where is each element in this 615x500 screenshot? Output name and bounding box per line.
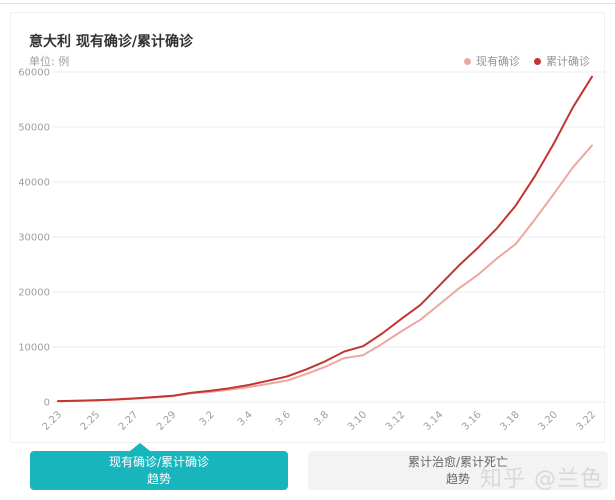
svg-text:3.10: 3.10 — [346, 409, 370, 433]
chart-legend: 现有确诊 累计确诊 — [464, 53, 590, 69]
svg-text:2.23: 2.23 — [41, 409, 65, 433]
svg-text:3.6: 3.6 — [274, 409, 293, 428]
line-chart: 0 10000 20000 30000 40000 50000 60000 2.23 2.25 2… — [18, 68, 606, 433]
legend-dot-icon — [464, 57, 471, 65]
legend-item-cumulative-confirmed[interactable]: 累计确诊 — [534, 53, 590, 69]
svg-text:2.29: 2.29 — [155, 409, 179, 433]
svg-text:0: 0 — [44, 398, 50, 409]
legend-label: 现有确诊 — [476, 55, 520, 68]
svg-text:3.20: 3.20 — [536, 409, 560, 433]
active-tab-notch-icon — [130, 443, 150, 451]
legend-label: 累计确诊 — [546, 55, 590, 68]
top-divider — [0, 3, 615, 4]
tab-label-line1: 累计治愈/累计死亡 — [407, 455, 509, 470]
svg-text:2.27: 2.27 — [117, 409, 141, 433]
svg-text:40000: 40000 — [18, 178, 50, 189]
svg-text:20000: 20000 — [18, 288, 50, 299]
svg-text:3.12: 3.12 — [384, 409, 408, 433]
svg-text:60000: 60000 — [18, 68, 50, 79]
svg-text:3.14: 3.14 — [422, 409, 446, 433]
svg-text:3.18: 3.18 — [498, 409, 522, 433]
tab-label-line1: 现有确诊/累计确诊 — [108, 455, 210, 470]
tab-cumulative-cured-deaths-trend[interactable]: 累计治愈/累计死亡 趋势 — [308, 451, 608, 490]
svg-text:30000: 30000 — [18, 233, 50, 244]
svg-text:3.16: 3.16 — [460, 409, 484, 433]
tab-label-line2: 趋势 — [445, 471, 470, 486]
tab-label-line2: 趋势 — [146, 471, 171, 486]
svg-text:3.2: 3.2 — [198, 409, 217, 428]
chart-card: 意大利 现有确诊/累计确诊 单位: 例 现有确诊 累计确诊 — [10, 12, 605, 443]
svg-text:10000: 10000 — [18, 343, 50, 354]
svg-text:3.8: 3.8 — [312, 409, 331, 428]
tab-current-cumulative-confirmed-trend[interactable]: 现有确诊/累计确诊 趋势 — [30, 451, 288, 490]
unit-label: 单位: 例 — [29, 55, 70, 68]
svg-text:50000: 50000 — [18, 123, 50, 134]
svg-text:2.25: 2.25 — [79, 409, 103, 433]
legend-dot-icon — [534, 57, 541, 65]
svg-text:3.4: 3.4 — [236, 409, 255, 428]
chart-title: 意大利 现有确诊/累计确诊 — [29, 34, 193, 50]
legend-item-current-confirmed[interactable]: 现有确诊 — [464, 53, 520, 69]
tab-bar: 现有确诊/累计确诊 趋势 累计治愈/累计死亡 趋势 — [0, 451, 615, 490]
svg-text:3.22: 3.22 — [575, 409, 599, 433]
